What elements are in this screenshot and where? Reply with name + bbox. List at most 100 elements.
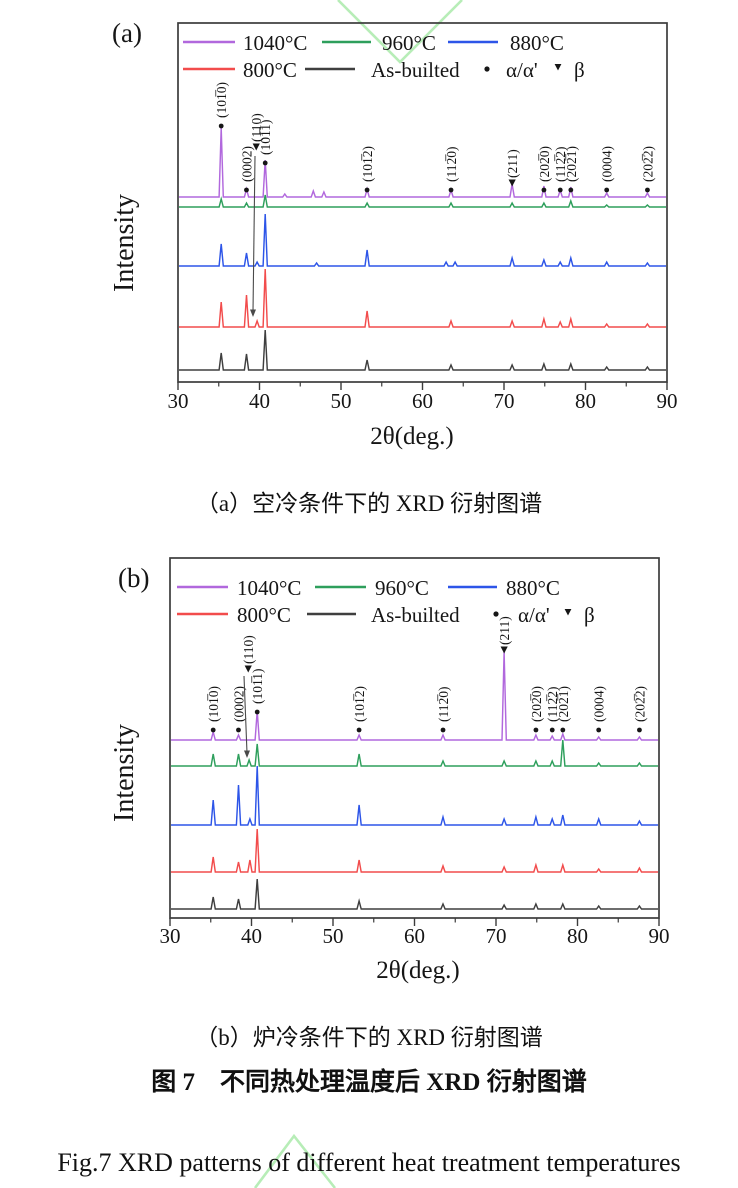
peak-marker-dot — [596, 727, 602, 733]
peak-marker-dot — [210, 727, 216, 733]
xrd-trace-880C — [171, 765, 658, 826]
legend-label: 960°C — [382, 31, 436, 55]
peak-marker-dot — [541, 187, 547, 193]
x-tick-label: 70 — [494, 389, 515, 413]
peak-marker-dot — [568, 187, 574, 193]
xrd-trace-800C — [179, 268, 666, 328]
traces — [179, 127, 666, 371]
peak-hkl-label: (202̅0) — [537, 146, 552, 182]
xrd-trace-880C — [179, 213, 666, 267]
x-tick-label: 90 — [657, 389, 678, 413]
legend-phase-label: β — [574, 58, 585, 82]
legend-label: As-builted — [371, 58, 460, 82]
legend-label: 1040°C — [243, 31, 307, 55]
peak-hkl-label: (0002) — [239, 146, 254, 182]
peak-hkl-label: (101̅2) — [360, 146, 375, 182]
peak-hkl-label: (101̅1) — [250, 669, 265, 705]
legend-phase-label: α/α' — [506, 58, 538, 82]
alpha-dot-icon — [484, 66, 490, 72]
x-tick-label: 40 — [249, 389, 270, 413]
annotation-arrow — [243, 675, 250, 758]
legend-label: 880°C — [506, 576, 560, 600]
peak-hkl-label: (211) — [497, 616, 512, 645]
beta-triangle-icon — [564, 609, 572, 616]
xrd-trace-1040C — [179, 127, 666, 198]
peak-labels: (101̅0) (0002) (110) (101̅1) (101̅2) (112̅0) (… — [206, 616, 647, 733]
peak-hkl-label: (202̅1) — [556, 686, 571, 722]
x-tick-label: 90 — [649, 924, 670, 948]
panel-label: (b) — [118, 563, 149, 593]
x-tick-label: 50 — [323, 924, 344, 948]
peak-marker-dot — [645, 187, 650, 193]
legend-phase-label: β — [584, 603, 595, 627]
peak-hkl-label: (101̅0) — [206, 686, 221, 722]
legend-label: 800°C — [237, 603, 291, 627]
peak-hkl-label: (202̅2) — [632, 686, 647, 722]
peak-marker-triangle — [500, 646, 508, 654]
xrd-trace-960C — [179, 194, 666, 208]
peak-hkl-label: (101̅0) — [214, 82, 229, 118]
peak-hkl-label: (202̅2) — [640, 146, 655, 182]
x-tick-label: 80 — [575, 389, 596, 413]
x-tick-label: 50 — [331, 389, 352, 413]
peak-hkl-label: (0004) — [592, 686, 607, 722]
caption-panel-b: （b）炉冷条件下的 XRD 衍射图谱 — [195, 1025, 543, 1050]
peak-labels: (101̅0) (0002) (110)(101̅1) (101̅2) (112̅0) (… — [214, 82, 655, 193]
peak-hkl-label: (101̅1) — [258, 120, 273, 156]
panel-label: (a) — [112, 18, 142, 48]
peak-hkl-label: (101̅2) — [352, 686, 367, 722]
x-tick-label: 70 — [486, 924, 507, 948]
alpha-dot-icon — [493, 611, 499, 617]
x-tick-label: 60 — [404, 924, 425, 948]
figure-caption-chinese: 图 7 不同热处理温度后 XRD 衍射图谱 — [151, 1069, 587, 1096]
x-tick-label: 30 — [168, 389, 189, 413]
peak-marker-dot — [262, 160, 268, 166]
legend-label: 960°C — [375, 576, 429, 600]
peak-hkl-label: (110) — [241, 635, 256, 664]
legend-label: 800°C — [243, 58, 297, 82]
legend-phase-label: α/α' — [518, 603, 550, 627]
peak-hkl-label: (202̅0) — [529, 686, 544, 722]
peak-marker-dot — [557, 187, 563, 193]
xrd-trace-Asbuilted — [179, 329, 666, 371]
peak-hkl-label: (112̅2) — [545, 687, 560, 723]
peak-marker-triangle — [508, 179, 516, 187]
x-tick-label: 30 — [160, 924, 181, 948]
peak-marker-dot — [560, 727, 566, 733]
peak-marker-dot — [533, 727, 539, 733]
peak-marker-triangle — [244, 665, 252, 673]
peak-marker-triangle — [252, 143, 260, 151]
peak-hkl-label: (211) — [505, 149, 520, 178]
peak-hkl-label: (110) — [249, 113, 264, 142]
y-axis-title: Intensity — [109, 194, 140, 292]
peak-marker-dot — [236, 727, 241, 733]
legend: 1040°C 960°C 880°C 800°C As-builted α/α' β — [177, 576, 595, 627]
peak-marker-dot — [254, 709, 260, 715]
x-axis: 30 40 50 60 70 80 90 — [160, 918, 670, 948]
x-axis-title: 2θ(deg.) — [370, 423, 453, 450]
legend: 1040°C 960°C 880°C 800°C As-builted α/α' β — [183, 31, 585, 82]
peak-hkl-label: (0002) — [231, 686, 246, 722]
xrd-trace-Asbuilted — [171, 878, 658, 910]
x-axis: 30 40 50 60 70 80 90 — [168, 382, 678, 413]
peak-marker-dot — [244, 187, 249, 193]
legend-label: 1040°C — [237, 576, 301, 600]
peak-marker-dot — [549, 727, 555, 733]
peak-marker-dot — [604, 187, 610, 193]
peak-hkl-label: (112̅2) — [553, 147, 568, 183]
peak-marker-dot — [218, 123, 224, 129]
peak-hkl-label: (0004) — [600, 146, 615, 182]
peak-marker-dot — [440, 727, 446, 733]
beta-triangle-icon — [554, 64, 562, 71]
x-axis-title: 2θ(deg.) — [376, 957, 459, 984]
peak-hkl-label: (112̅0) — [436, 687, 451, 723]
xrd-trace-800C — [171, 828, 658, 873]
traces — [171, 651, 658, 910]
legend-label: As-builted — [371, 603, 460, 627]
peak-marker-dot — [364, 187, 370, 193]
peak-hkl-label: (112̅0) — [444, 147, 459, 183]
legend-label: 880°C — [510, 31, 564, 55]
caption-panel-a: （a）空冷条件下的 XRD 衍射图谱 — [195, 491, 543, 516]
figure-caption-english: Fig.7 XRD patterns of different heat tre… — [57, 1148, 681, 1177]
